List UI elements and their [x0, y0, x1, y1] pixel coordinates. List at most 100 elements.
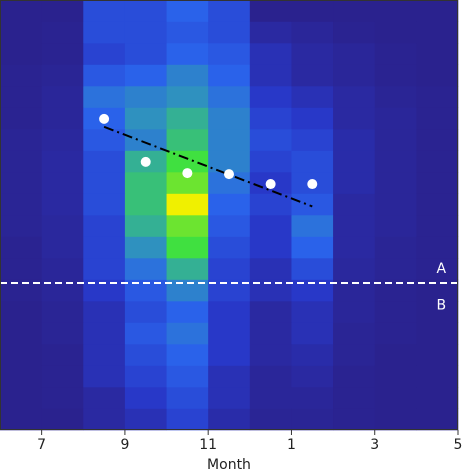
heat-cell — [333, 408, 376, 431]
heat-cell — [333, 279, 376, 302]
heat-cell — [208, 344, 251, 366]
heat-cell — [0, 86, 42, 108]
heat-cell — [291, 258, 334, 280]
heat-cell — [41, 64, 84, 87]
heat-cell — [208, 21, 251, 44]
heat-cell — [41, 21, 84, 44]
heat-cell — [208, 365, 251, 388]
heat-cell — [0, 193, 42, 216]
heat-cell — [41, 0, 84, 22]
heat-cell — [333, 86, 376, 108]
heat-cell — [333, 301, 376, 323]
heat-cell — [249, 365, 292, 388]
heat-cell — [249, 21, 292, 44]
heat-cell — [166, 258, 209, 280]
heat-cell — [416, 43, 459, 65]
heat-cell — [166, 0, 209, 22]
heat-cell — [416, 107, 459, 130]
heat-cell — [208, 43, 251, 65]
heat-cell — [291, 43, 334, 65]
heat-cell — [374, 258, 417, 280]
heat-cell — [124, 64, 167, 87]
heat-cell — [83, 150, 126, 173]
heat-cell — [124, 322, 167, 345]
x-tick-label: 9 — [120, 437, 129, 453]
heat-cell — [333, 0, 376, 22]
heat-cell — [83, 172, 126, 194]
heat-cell — [374, 322, 417, 345]
heat-cell — [249, 258, 292, 280]
heat-cell — [124, 365, 167, 388]
heat-cell — [416, 21, 459, 44]
heat-cell — [208, 193, 251, 216]
heat-cell — [166, 365, 209, 388]
heat-cell — [333, 365, 376, 388]
heat-cell — [291, 193, 334, 216]
heat-cell — [249, 387, 292, 409]
heat-cell — [333, 43, 376, 65]
heat-cell — [124, 86, 167, 108]
heat-cell — [208, 0, 251, 22]
heat-cell — [0, 365, 42, 388]
heat-cell — [374, 150, 417, 173]
annotation: A — [437, 261, 447, 277]
heat-cell — [374, 408, 417, 431]
heat-cell — [83, 279, 126, 302]
heat-cell — [83, 408, 126, 431]
heat-cell — [208, 258, 251, 280]
plot-frame — [0, 0, 458, 430]
heat-cell — [166, 64, 209, 87]
heat-cell — [124, 0, 167, 22]
heat-cell — [374, 215, 417, 237]
heat-cell — [124, 344, 167, 366]
heat-cell — [374, 344, 417, 366]
heat-cell — [249, 43, 292, 65]
heat-cell — [249, 301, 292, 323]
heat-cell — [124, 301, 167, 323]
heat-cell — [0, 0, 42, 22]
heat-cell — [83, 258, 126, 280]
heat-cell — [333, 21, 376, 44]
x-tick-label: 3 — [370, 437, 379, 453]
heat-cell — [291, 0, 334, 22]
heat-cell — [124, 279, 167, 302]
heat-cell — [249, 150, 292, 173]
x-tick-label: 1 — [287, 437, 296, 453]
heat-cell — [0, 279, 42, 302]
heat-cell — [41, 43, 84, 65]
heat-cell — [374, 129, 417, 151]
heat-cell — [333, 344, 376, 366]
heat-cell — [333, 107, 376, 130]
heat-cell — [291, 21, 334, 44]
heat-cell — [41, 172, 84, 194]
heat-cell — [291, 236, 334, 259]
heat-cell — [0, 344, 42, 366]
heat-cell — [208, 150, 251, 173]
heat-cell — [208, 107, 251, 130]
heat-cell — [83, 387, 126, 409]
heat-cell — [291, 344, 334, 366]
heat-cell — [166, 21, 209, 44]
heat-cell — [416, 322, 459, 345]
heat-cell — [249, 344, 292, 366]
heat-cell — [291, 408, 334, 431]
heat-cell — [166, 172, 209, 194]
heat-cell — [416, 301, 459, 323]
heat-cell — [166, 107, 209, 130]
heat-cell — [374, 43, 417, 65]
heat-cell — [291, 129, 334, 151]
heat-cell — [83, 0, 126, 22]
heat-cell — [0, 215, 42, 237]
heat-cell — [416, 64, 459, 87]
heat-cell — [124, 215, 167, 237]
heat-cell — [416, 150, 459, 173]
heat-cell — [83, 43, 126, 65]
heat-cell — [166, 279, 209, 302]
heat-cell — [249, 279, 292, 302]
heat-cell — [208, 86, 251, 108]
heat-cell — [416, 129, 459, 151]
heat-cell — [41, 107, 84, 130]
heat-cell — [83, 301, 126, 323]
heat-cell — [166, 150, 209, 173]
heat-cell — [374, 387, 417, 409]
